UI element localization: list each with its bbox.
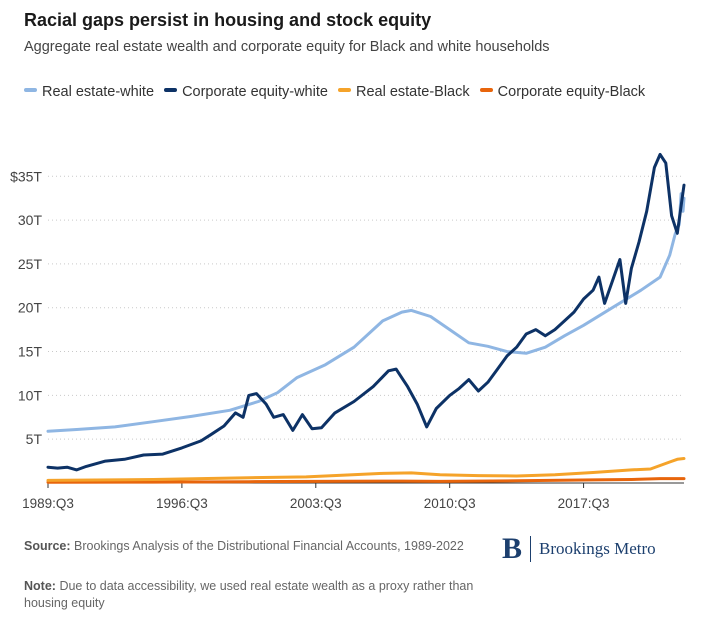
- legend-item-real-estate-black: Real estate-Black: [337, 81, 470, 104]
- note-label: Note:: [24, 579, 56, 593]
- legend-label: Real estate-white: [42, 84, 155, 100]
- legend-label: Corporate equity-Black: [497, 84, 646, 100]
- series-line-corporate-equity-white: [46, 152, 686, 472]
- chart-legend: Real estate-white Corporate equity-white…: [24, 81, 684, 104]
- x-tick-label: 1989:Q3: [22, 496, 74, 511]
- legend-swatch: [164, 88, 178, 93]
- series-line-corporate-equity-black: [46, 477, 686, 484]
- logo-divider: [530, 536, 532, 562]
- x-tick-label: 2003:Q3: [290, 496, 342, 511]
- y-tick-label: 30T: [18, 212, 43, 228]
- chart-title: Racial gaps persist in housing and stock…: [24, 10, 432, 30]
- legend-item-corporate-equity-black: Corporate equity-Black: [479, 81, 646, 104]
- series-line-real-estate-white: [46, 192, 686, 433]
- series-line-real-estate-black: [46, 457, 686, 482]
- y-tick-label: 25T: [18, 256, 43, 272]
- legend-swatch: [337, 88, 351, 93]
- logo-name: Brookings Metro: [539, 539, 656, 558]
- chart-subtitle: Aggregate real estate wealth and corpora…: [24, 39, 550, 55]
- y-tick-label: 15T: [18, 344, 43, 360]
- source-label: Source:: [24, 539, 71, 553]
- x-tick-label: 1996:Q3: [156, 496, 208, 511]
- note-text: Due to data accessibility, we used real …: [24, 579, 474, 610]
- x-tick-label: 2010:Q3: [424, 496, 476, 511]
- legend-swatch: [24, 88, 37, 93]
- legend-item-corporate-equity-white: Corporate equity-white: [164, 81, 328, 104]
- y-tick-label: 5T: [26, 431, 43, 447]
- y-tick-label: $35T: [10, 168, 42, 184]
- logo-mark: B: [502, 532, 523, 565]
- legend-label: Real estate-Black: [355, 84, 470, 100]
- source-text: Brookings Analysis of the Distributional…: [74, 539, 464, 553]
- brookings-metro-logo: B Brookings Metro: [502, 532, 656, 566]
- legend-label: Corporate equity-white: [182, 84, 328, 100]
- note: Note: Due to data accessibility, we used…: [24, 578, 474, 612]
- x-tick-label: 2017:Q3: [558, 496, 610, 511]
- legend-item-real-estate-white: Real estate-white: [24, 81, 154, 104]
- source-note: Source: Brookings Analysis of the Distri…: [24, 538, 464, 555]
- y-tick-label: 20T: [18, 300, 43, 316]
- y-tick-label: 10T: [18, 387, 43, 403]
- legend-swatch: [479, 88, 493, 93]
